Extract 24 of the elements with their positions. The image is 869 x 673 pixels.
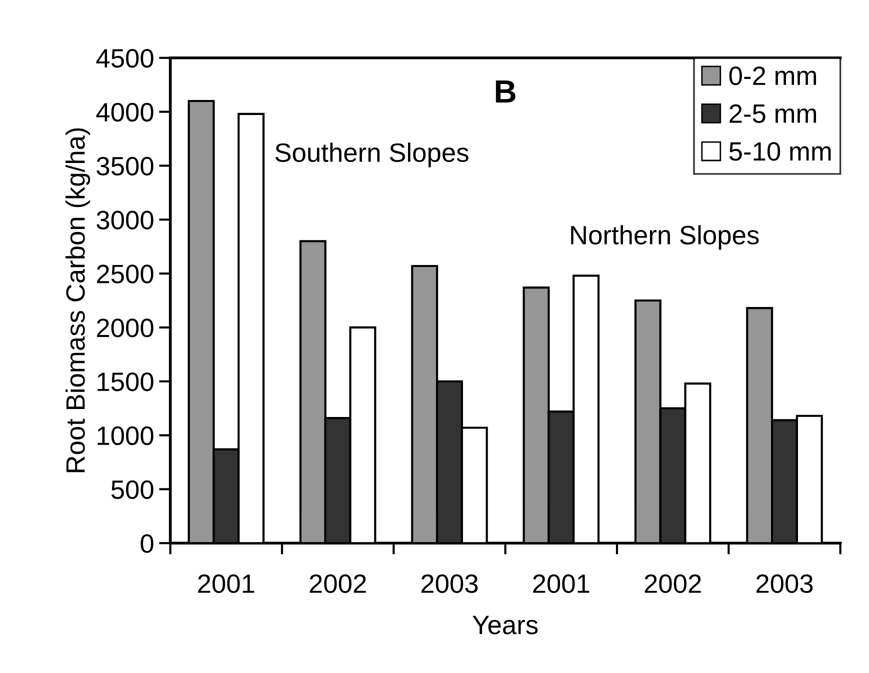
annotation: Southern Slopes <box>275 142 468 168</box>
x-tick-label: 2003 <box>756 574 813 594</box>
y-tick-label: 500 <box>111 480 154 500</box>
annotation: B <box>496 80 516 103</box>
x-axis-title: Years <box>472 616 538 634</box>
y-axis-title: Root Biomass Carbon (kg/ha) <box>66 128 90 472</box>
y-tick-label: 3000 <box>96 210 154 230</box>
legend-label: 0-2 mm <box>729 66 816 86</box>
y-tick-label: 3500 <box>96 156 154 176</box>
y-tick-label: 4500 <box>96 49 154 68</box>
x-tick-label: 2002 <box>644 574 701 594</box>
x-tick-label: 2001 <box>198 574 254 594</box>
x-tick-label: 2001 <box>533 574 590 594</box>
x-tick-label: 2002 <box>310 574 366 594</box>
y-tick-label: 1500 <box>98 372 154 392</box>
y-tick-label: 1000 <box>98 426 154 446</box>
y-tick-label: 2500 <box>96 264 154 284</box>
legend-label: 5-10 mm <box>729 142 831 161</box>
y-tick-label: 2000 <box>96 318 154 338</box>
annotation: Northern Slopes <box>571 225 759 250</box>
legend-label: 2-5 mm <box>730 104 816 123</box>
x-tick-label: 2003 <box>421 574 478 594</box>
y-tick-label: 4000 <box>96 102 154 122</box>
y-tick-label: 0 <box>140 534 154 553</box>
